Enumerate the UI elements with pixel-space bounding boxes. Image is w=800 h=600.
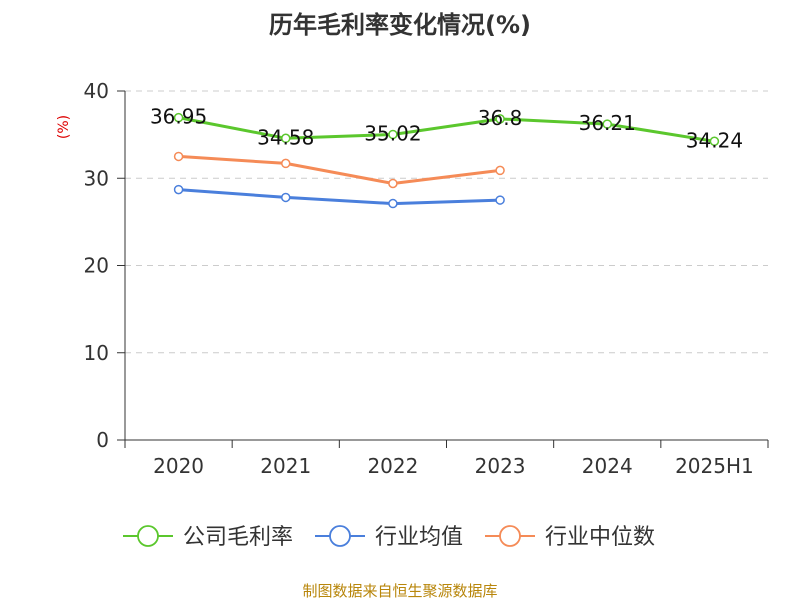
x-tick-label: 2025H1 bbox=[675, 454, 754, 478]
legend-marker bbox=[329, 525, 351, 547]
data-point bbox=[173, 184, 184, 195]
data-point bbox=[388, 178, 398, 189]
data-point bbox=[173, 112, 184, 123]
x-tick-label: 2020 bbox=[153, 454, 204, 478]
x-tick-label: 2021 bbox=[260, 454, 311, 478]
data-point bbox=[388, 198, 398, 209]
data-label: 35.02 bbox=[364, 121, 421, 145]
series-lines bbox=[173, 112, 720, 209]
legend-label: 行业中位数 bbox=[545, 525, 655, 550]
data-label: 34.58 bbox=[257, 125, 314, 149]
series-line bbox=[178, 188, 501, 206]
x-tick-label: 2024 bbox=[582, 454, 633, 478]
axes: 0 10 20 30 40 2020 2021 2022 2023 2024 2025H1 bbox=[84, 79, 769, 478]
y-tick-label: 30 bbox=[84, 166, 109, 190]
chart-title: 历年毛利率变化情况(%) bbox=[269, 11, 531, 39]
gridlines bbox=[125, 90, 768, 354]
legend-marker bbox=[137, 525, 159, 547]
y-tick-label: 40 bbox=[84, 79, 109, 103]
y-tick-label: 10 bbox=[84, 341, 109, 365]
data-point bbox=[709, 136, 720, 147]
legend: 公司毛利率 行业均值 行业中位数 bbox=[123, 525, 655, 550]
data-point bbox=[388, 129, 398, 140]
legend-marker bbox=[499, 525, 521, 547]
legend-label: 行业均值 bbox=[375, 525, 463, 550]
y-tick-label: 20 bbox=[84, 254, 109, 278]
data-point bbox=[495, 114, 505, 124]
data-point bbox=[495, 165, 505, 176]
data-point bbox=[281, 133, 291, 144]
data-label: 36.21 bbox=[579, 111, 636, 135]
x-tick-label: 2023 bbox=[475, 454, 526, 478]
series-line bbox=[178, 116, 715, 143]
x-tick-label: 2022 bbox=[367, 454, 418, 478]
data-label: 34.24 bbox=[686, 128, 743, 152]
legend-label: 公司毛利率 bbox=[183, 525, 293, 550]
y-tick-label: 0 bbox=[96, 428, 109, 452]
data-point bbox=[281, 158, 291, 169]
series-line bbox=[178, 154, 501, 185]
data-label: 36.95 bbox=[150, 105, 207, 129]
source-note: 制图数据来自恒生聚源数据库 bbox=[302, 582, 497, 600]
data-point bbox=[173, 151, 184, 162]
data-point bbox=[281, 192, 291, 203]
data-label: 36.8 bbox=[478, 106, 523, 130]
data-labels: 36.95 34.58 35.02 36.8 36.21 34.24 bbox=[150, 105, 743, 153]
data-point bbox=[495, 195, 505, 205]
data-point bbox=[602, 119, 612, 129]
y-axis-label: (%) bbox=[56, 115, 72, 139]
